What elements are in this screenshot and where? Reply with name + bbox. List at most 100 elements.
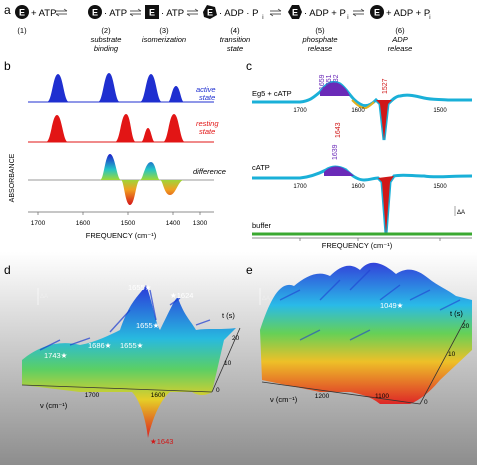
panel-d-tlabel: t (s) [222,311,235,320]
eg5-circle-shape [370,5,384,19]
pi-subscript: i [429,15,430,21]
panel-c: Eg5 + cATP 1659 1651 1632 1527 1643 1700 16… [252,74,473,250]
step-description: ADP [391,35,407,44]
reverse-arrow [55,13,67,17]
panel-d-time-tick: 0 [216,387,220,394]
panel-letter-c: c [246,59,252,73]
panel-d-time-tick: 20 [232,335,240,342]
reverse-arrow [129,13,141,17]
scheme-species-6: + ADP + P [386,8,430,19]
eg5-square-shape [145,5,159,19]
trace-label-eg5-catp: Eg5 + cATP [252,89,292,98]
panel-e-time-tick: 20 [462,323,470,330]
forward-arrow [56,8,68,12]
scheme-species-5: · ADP + P [304,8,346,19]
scheme-species-3: · ATP [161,8,184,19]
panel-d-time-tick: 10 [224,360,232,367]
panel-b-tick-label: 1600 [76,220,91,227]
scheme-species-4: · ADP · P [219,8,258,19]
step-number: (5) [315,26,325,35]
panel-e-time-tick: 0 [424,399,428,406]
panel-letter-a: a [4,3,11,17]
pi-subscript: i [347,15,348,21]
panel-d-xlabel: ν (cm⁻¹) [40,401,68,410]
difference-label: difference [193,167,226,176]
eg5-hexagon-shape [288,5,302,19]
peak-label-1655: 1655★ [128,283,152,292]
peak-label-1632: 1632 [333,74,340,90]
eg5-transition-shape [203,5,217,19]
active-state-spectrum [28,73,214,102]
step-number: (3) [159,26,169,35]
eg5-letter: E [92,8,98,18]
peak-label-1655: 1655★ [136,321,160,330]
peak-1049: 1049★ [380,301,404,310]
step-description: substrate [91,35,122,44]
step-number: (4) [230,26,240,35]
step-number: (1) [17,26,27,35]
panel-e: ν (cm⁻¹) t (s) 1200 1100 20 10 0 ΔA 1049★ [259,262,472,406]
panel-c-tick-label: 1700 [293,108,307,114]
peak-label-1624: ★1624 [170,291,193,300]
panel-e-tick-label: 1100 [375,393,389,400]
scheme-species-1: + ATP [31,8,56,19]
panel-c-tick-label: 1600 [351,184,365,190]
peak-label-1686: 1686★ [88,341,112,350]
surface-e [260,262,472,404]
panel-letter-e: e [246,263,253,277]
active-label-1: active [196,85,216,94]
step-description: state [227,44,243,53]
panel-letter-b: b [4,59,11,73]
panel-b: ABSORBANCE active state resting state di… [9,73,226,240]
panel-d-tick-label: 1700 [85,392,100,399]
surface-d [22,285,236,438]
peak-1643: 1643 [335,122,342,138]
reverse-arrow [269,13,281,17]
panel-c-xlabel: FREQUENCY (cm⁻¹) [322,241,393,250]
step-description: release [388,44,413,53]
panel-d: ν (cm⁻¹) t (s) 1700 1600 20 10 0 ΔA 1655★ ★16… [21,283,241,446]
delta-a-e: ΔA [262,296,270,302]
forward-arrow [187,8,199,12]
panel-b-tick-label: 1700 [31,220,46,227]
surface-d-taxis [211,327,241,393]
eg5-catp-peak-fill [320,82,350,96]
reverse-arrow [352,13,364,17]
eg5-catp-dip [376,100,392,140]
trace-label-buffer: buffer [252,221,272,230]
forward-arrow [270,8,282,12]
forward-arrow [130,8,142,12]
step-description: isomerization [142,35,186,44]
catp-dip [378,176,394,234]
resting-label-2: state [199,127,215,136]
eg5-circle-shape [88,5,102,19]
panel-c-tick-label: 1600 [351,108,365,114]
reverse-arrow [186,13,198,17]
panel-e-time-tick: 10 [448,351,456,358]
panel-b-tick-label: 1400 [166,220,181,227]
panel-e-xlabel: ν (cm⁻¹) [270,395,298,404]
eg5-letter: E [292,8,298,18]
surface-d-ridges [39,289,211,351]
delta-a-d: ΔA [40,294,48,300]
active-label-2: state [199,93,215,102]
peak-label-1643: ★1643 [150,437,173,446]
eg5-letter: E [207,8,213,18]
step-description: binding [94,44,119,53]
peak-label-1655: 1655★ [120,341,144,350]
trace-label-catp: cATP [252,163,270,172]
surface-e-taxis [419,319,466,405]
resting-label-1: resting [196,119,219,128]
eg5-letter: E [19,8,25,18]
panel-b-ylabel: ABSORBANCE [9,153,16,202]
eg5-letter: E [374,8,380,18]
panel-b-tick-label: 1300 [193,220,208,227]
forward-arrow [353,8,365,12]
panel-e-tick-label: 1200 [315,393,330,400]
difference-spectrum [100,154,184,205]
catp-trace [252,165,473,235]
step-description: phosphate [301,35,337,44]
catp-peak-fill [324,166,354,176]
surface-e-ridges [279,269,461,341]
